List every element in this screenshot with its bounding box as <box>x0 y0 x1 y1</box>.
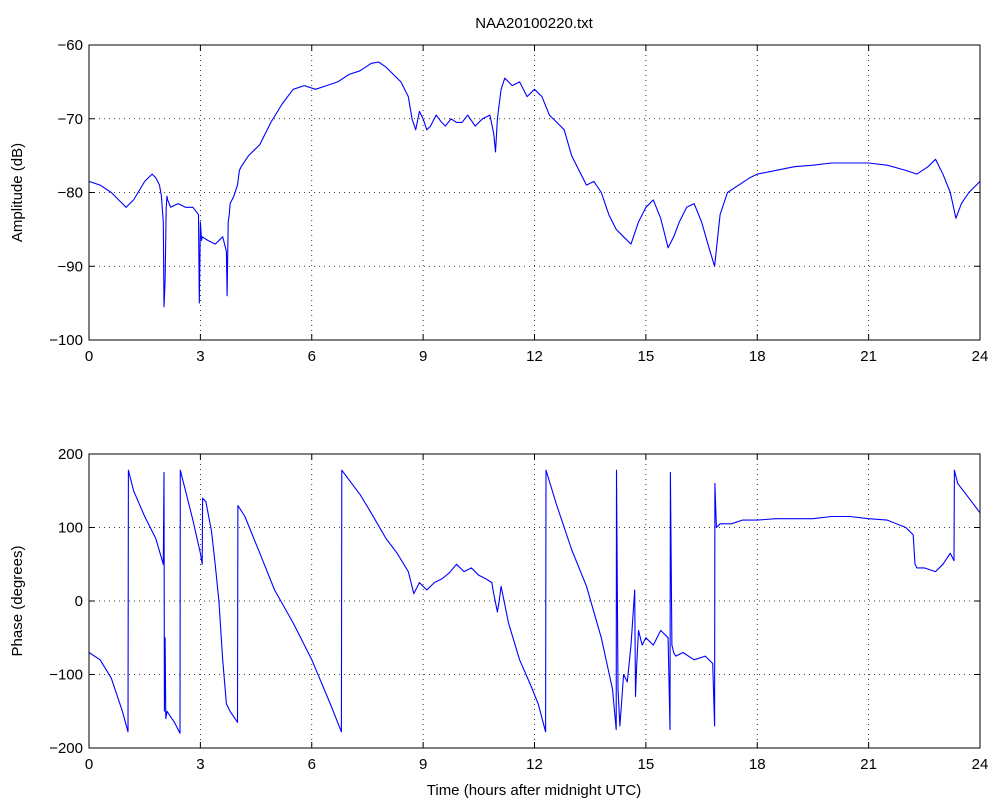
x-tick-label: 12 <box>526 756 543 773</box>
y-tick-label: −90 <box>58 258 83 275</box>
y-tick-label: 0 <box>75 593 83 610</box>
phase-ticks: 0 3 6 9 12 15 18 21 24 −200 −100 0 100 200 <box>49 446 988 773</box>
x-tick-label: 9 <box>419 756 427 773</box>
x-axis-label: Time (hours after midnight UTC) <box>427 782 642 799</box>
x-tick-label: 9 <box>419 348 427 365</box>
x-tick-label: 12 <box>526 348 543 365</box>
x-tick-label: 3 <box>196 756 204 773</box>
y-tick-label: −100 <box>49 332 83 349</box>
x-tick-label: 0 <box>85 348 93 365</box>
amplitude-panel: 0 3 6 9 12 15 18 21 24 −100 −90 −80 −70 −60 Amplitude… <box>9 37 988 365</box>
y-tick-label: 100 <box>58 520 83 537</box>
figure-title: NAA20100220.txt <box>475 15 593 32</box>
phase-y-axis-label: Phase (degrees) <box>9 546 26 657</box>
x-tick-label: 0 <box>85 756 93 773</box>
x-tick-label: 15 <box>638 348 655 365</box>
x-tick-label: 18 <box>749 756 766 773</box>
x-tick-label: 24 <box>972 348 989 365</box>
y-tick-label: −80 <box>58 185 83 202</box>
x-tick-label: 21 <box>860 348 877 365</box>
x-tick-label: 21 <box>860 756 877 773</box>
x-tick-label: 6 <box>308 348 316 365</box>
amplitude-y-axis-label: Amplitude (dB) <box>9 143 26 242</box>
y-tick-label: −200 <box>49 740 83 757</box>
phase-gridlines <box>89 454 980 748</box>
x-tick-label: 18 <box>749 348 766 365</box>
amplitude-ticks: 0 3 6 9 12 15 18 21 24 −100 −90 −80 −70 −60 <box>49 37 988 365</box>
x-tick-label: 24 <box>972 756 989 773</box>
y-tick-label: −100 <box>49 667 83 684</box>
phase-series-line <box>88 469 981 734</box>
x-tick-label: 15 <box>638 756 655 773</box>
x-tick-label: 3 <box>196 348 204 365</box>
y-tick-label: 200 <box>58 446 83 463</box>
phase-panel: 0 3 6 9 12 15 18 21 24 −200 −100 0 100 200 Phase (deg… <box>9 446 988 773</box>
y-tick-label: −70 <box>58 111 83 128</box>
y-tick-label: −60 <box>58 37 83 54</box>
x-tick-label: 6 <box>308 756 316 773</box>
amplitude-series-line <box>88 61 981 308</box>
amplitude-gridlines <box>89 45 980 340</box>
